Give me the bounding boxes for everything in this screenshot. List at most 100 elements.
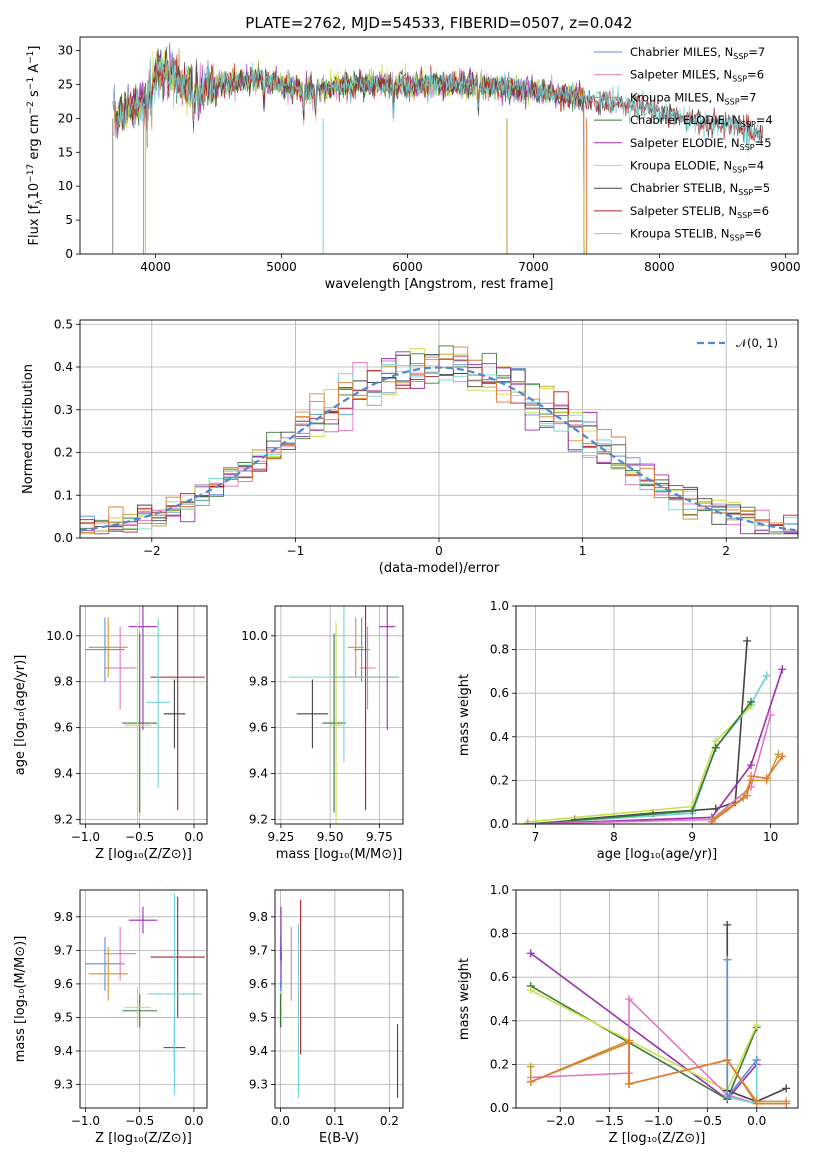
residual-histogram: [80, 346, 798, 535]
mass-weight-line: [527, 668, 784, 824]
y-tick-label: 9.7: [54, 943, 73, 957]
mass-weight-marker: [752, 1021, 761, 1030]
mass-weight-marker: [747, 772, 755, 781]
legend-value: =4: [747, 159, 764, 173]
mass-weight-marker: [743, 791, 752, 800]
y-tick-label: 0.4: [490, 1014, 509, 1028]
y-tick-label: 9.4: [54, 767, 73, 781]
y-label-part: A: [27, 64, 42, 77]
y-tick-label: 9.3: [249, 1078, 268, 1092]
y-tick-label: 0.4: [490, 730, 509, 744]
y-label-part: −1: [26, 77, 36, 90]
legend-value: =7: [740, 90, 757, 104]
x-tick-label: −1.0: [644, 1114, 673, 1128]
y-tick-label: 0.2: [490, 1057, 509, 1071]
mass-weight-line: [527, 675, 768, 824]
y-tick-label: 9.2: [249, 812, 268, 826]
y-tick-label: 9.8: [54, 675, 73, 689]
plot-area: [526, 920, 791, 1108]
x-tick-label: −1.5: [595, 1114, 624, 1128]
axes-frame: [274, 889, 404, 1109]
legend-entry: Kroupa ELODIE, NSSP=4: [630, 159, 764, 175]
legend-name: Salpeter ELODIE, N: [630, 136, 740, 150]
x-tick-label: 0.0: [184, 1114, 203, 1128]
mass-weight-marker: [526, 1077, 535, 1086]
y-label-part: erg cm: [27, 114, 42, 163]
plot-area: [279, 900, 399, 1098]
x-tick-label: −1.0: [71, 1114, 100, 1128]
mass-weight-line: [527, 675, 768, 824]
y-tick-label: 0.8: [490, 927, 509, 941]
y-tick-label: 0.2: [54, 446, 73, 460]
x-axis-label: wavelength [Angstrom, rest frame]: [325, 277, 554, 292]
mass-weight-marker: [747, 761, 755, 770]
mass-weight-marker: [526, 986, 535, 995]
x-tick-label: −1: [287, 544, 305, 558]
axes-frame: [79, 605, 208, 825]
x-axis-label: E(B-V): [319, 1131, 359, 1146]
x-tick-label: 9: [688, 830, 696, 844]
x-tick-label: 0: [435, 544, 443, 558]
y-tick-label: 20: [58, 111, 73, 125]
y-label-part: −2: [26, 101, 36, 114]
normal-curve: [80, 366, 796, 532]
y-tick-label: 0.3: [54, 403, 73, 417]
mass-weight-marker: [743, 636, 752, 645]
legend-value: =5: [755, 136, 772, 150]
legend-value: =6: [745, 227, 762, 241]
y-tick-label: 9.6: [54, 721, 73, 735]
mass-weight-line: [527, 705, 752, 823]
y-label-part: ]: [27, 46, 42, 51]
mass-weight-marker: [723, 1056, 732, 1065]
mass-weight-marker: [723, 1093, 732, 1102]
x-tick-label: −0.5: [125, 830, 154, 844]
legend-entry: Kroupa STELIB, NSSP=6: [630, 227, 761, 243]
x-tick-label: 7000: [518, 260, 549, 274]
plot-area: [112, 43, 764, 254]
panel-1: 4000 5000 6000 7000 8000 9000 0 5 10 15 20 25 30 wave…: [26, 14, 801, 292]
legend-sub: SSP: [741, 120, 756, 129]
panel-7: 0.0 0.1 0.2 9.3 9.4 9.5 9.6 9.7 9.8 E(B-V): [249, 889, 404, 1146]
y-tick-label: 0.0: [490, 1101, 509, 1115]
y-label-part: −1: [26, 51, 36, 64]
mass-weight-line: [527, 714, 772, 824]
x-axis-label: Z [log₁₀(Z/Z⊙)]: [609, 1131, 706, 1146]
mass-weight-marker: [523, 820, 532, 824]
plot-area: [523, 636, 787, 824]
mass-weight-line: [711, 753, 780, 821]
mass-weight-line: [530, 1041, 787, 1105]
legend-sub: SSP: [730, 234, 745, 243]
y-tick-label: 0.5: [54, 317, 73, 331]
x-tick-label: 9.75: [366, 830, 393, 844]
y-tick-label: 5: [65, 213, 73, 227]
mass-weight-marker: [752, 1056, 761, 1065]
panel-2: −2 −1 0 1 2 0.0 0.1 0.2 0.3 0.4 0.5 (data-model)/er…: [21, 317, 799, 576]
mass-weight-marker: [747, 697, 755, 706]
legend-entry: Salpeter MILES, NSSP=6: [630, 68, 764, 84]
y-label-part: λ: [35, 199, 45, 205]
legend-sub: SSP: [725, 97, 740, 106]
x-axis-label: age [log₁₀(age/yr)]: [597, 847, 718, 862]
x-tick-label: 9.25: [268, 830, 295, 844]
legend-name: Chabrier STELIB, N: [630, 181, 738, 195]
y-tick-label: 10: [58, 179, 73, 193]
x-tick-label: 0.0: [747, 1114, 766, 1128]
y-tick-label: 0.0: [54, 531, 73, 545]
legend-sub: SSP: [738, 188, 753, 197]
mass-weight-marker: [526, 949, 535, 958]
y-tick-label: 1.0: [490, 599, 509, 613]
axes-frame: [79, 319, 799, 539]
legend-value: =4: [756, 113, 773, 127]
legend-name: Salpeter STELIB, N: [630, 204, 737, 218]
y-label-part: Flux [f: [27, 204, 42, 245]
mass-weight-marker: [526, 1062, 535, 1071]
axes-frame: [79, 889, 208, 1109]
legend-entry: Chabrier MILES, NSSP=7: [630, 45, 765, 61]
legend-entry: Kroupa MILES, NSSP=7: [630, 90, 756, 106]
mass-weight-marker: [711, 743, 720, 752]
x-tick-label: −0.5: [693, 1114, 722, 1128]
x-tick-label: 1: [579, 544, 587, 558]
y-tick-label: 25: [58, 77, 73, 91]
y-tick-label: 0.0: [490, 817, 509, 831]
y-tick-label: 9.6: [249, 721, 268, 735]
